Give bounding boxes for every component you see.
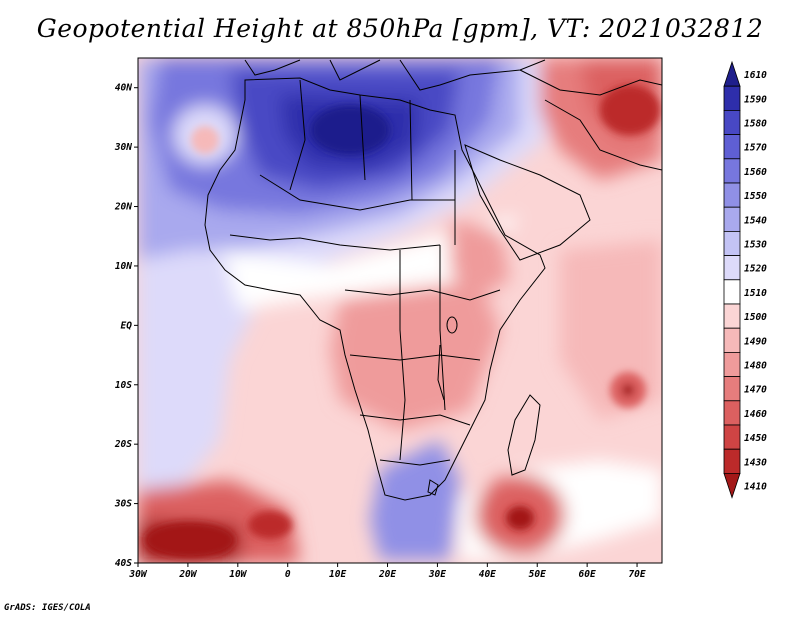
colorbar-swatch — [723, 182, 741, 208]
lat-label: EQ — [121, 320, 133, 331]
lon-label: 70E — [628, 569, 645, 580]
colorbar-swatch — [723, 303, 741, 329]
colorbar-label: 1410 — [744, 482, 767, 493]
colorbar-swatch — [723, 400, 741, 426]
lon-label: 10E — [329, 569, 346, 580]
colorbar-label: 1530 — [744, 240, 767, 251]
lat-label: 40S — [115, 558, 132, 569]
lon-label: 10W — [229, 569, 247, 580]
colorbar-swatch — [723, 206, 741, 232]
colorbar-label: 1610 — [744, 70, 767, 81]
map-frame — [137, 57, 663, 564]
lat-label: 10S — [115, 380, 132, 391]
colorbar-swatch — [723, 351, 741, 377]
lon-label: 0 — [285, 569, 291, 580]
lat-label: 10N — [115, 261, 132, 272]
colorbar-swatch — [723, 158, 741, 184]
colorbar-label: 1590 — [744, 94, 767, 105]
lon-label: 60E — [579, 569, 596, 580]
colorbar-label: 1470 — [744, 385, 767, 396]
colorbar-label: 1490 — [744, 336, 767, 347]
colorbar-label: 1450 — [744, 433, 767, 444]
colorbar-swatch — [723, 110, 741, 136]
colorbar-swatch — [723, 327, 741, 353]
colorbar-swatch — [723, 60, 741, 87]
lat-label: 20S — [114, 439, 132, 450]
colorbar-swatch — [723, 255, 741, 281]
latitude-labels: 40N 30N 20N 10N EQ 10S 20S 30S 40S — [114, 83, 138, 569]
lat-label: 30N — [114, 142, 132, 153]
coastlines — [204, 59, 662, 501]
lon-label: 30E — [428, 569, 446, 580]
colorbar-label: 1510 — [744, 288, 767, 299]
colorbar-swatch — [723, 448, 741, 474]
longitude-labels: 30W 20W 10W 0 10E 20E 30E 40E 50E 60E 70E — [128, 563, 646, 580]
lon-label: 20W — [178, 569, 197, 580]
lon-label: 40E — [479, 569, 496, 580]
colorbar-label: 1570 — [744, 143, 767, 154]
colorbar-label: 1560 — [744, 167, 767, 178]
lon-label: 30W — [128, 569, 147, 580]
colorbar-swatch — [723, 85, 741, 111]
lon-label: 50E — [529, 569, 546, 580]
colorbar-label: 1580 — [744, 119, 767, 130]
grads-credit: GrADS: IGES/COLA — [4, 603, 91, 613]
colorbar-label: 1480 — [744, 361, 767, 372]
colorbar-label: 1520 — [744, 264, 767, 275]
map-title: Geopotential Height at 850hPa [gpm], VT:… — [36, 14, 764, 43]
colorbar: 1610 1590 1580 1570 1560 1550 1540 1530 1520 1510… — [723, 60, 767, 499]
colorbar-swatch — [723, 230, 741, 256]
lon-label: 20E — [378, 569, 396, 580]
lat-label: 40N — [115, 83, 132, 94]
colorbar-label: 1550 — [744, 191, 767, 202]
colorbar-label: 1460 — [744, 409, 767, 420]
colorbar-label: 1430 — [744, 457, 767, 468]
colorbar-swatch — [723, 134, 741, 160]
lat-label: 30S — [114, 499, 132, 510]
colorbar-swatch — [723, 424, 741, 450]
colorbar-swatch — [723, 376, 741, 402]
colorbar-swatch — [723, 472, 741, 499]
colorbar-label: 1540 — [744, 215, 767, 226]
colorbar-label: 1500 — [744, 312, 767, 323]
colorbar-swatch — [723, 279, 741, 305]
lat-label: 20N — [114, 202, 132, 213]
